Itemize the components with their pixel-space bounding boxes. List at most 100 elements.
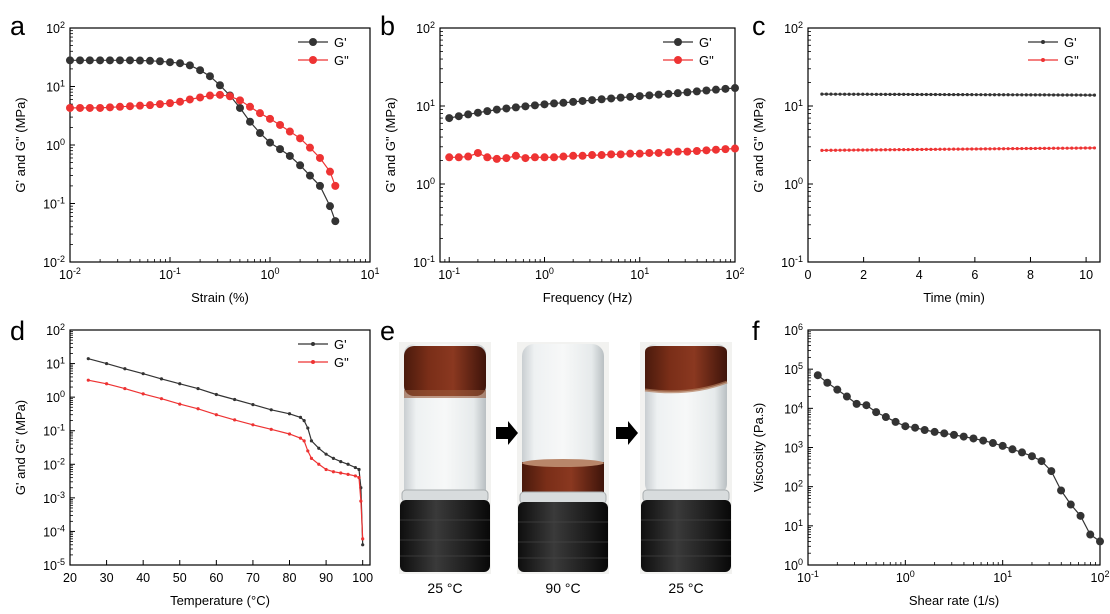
data-point (346, 462, 350, 466)
x-tick-label: 10-2 (59, 266, 81, 282)
x-tick-label: 40 (136, 571, 150, 585)
data-point (1029, 146, 1033, 151)
data-point (125, 102, 134, 111)
legend-marker (674, 56, 682, 64)
data-point (897, 92, 901, 96)
data-point (287, 412, 292, 416)
data-point (298, 436, 303, 440)
data-point (105, 103, 114, 112)
data-point (66, 56, 74, 65)
data-point (861, 92, 865, 96)
data-point (530, 153, 539, 162)
data-point (1056, 146, 1060, 150)
panel-letter-e: e (380, 316, 395, 346)
data-point (1018, 448, 1027, 457)
data-point (1092, 93, 1097, 97)
data-point (654, 90, 663, 99)
data-point (214, 392, 218, 397)
data-point (942, 92, 947, 97)
data-point (306, 426, 310, 430)
data-point (464, 152, 473, 161)
data-point (324, 452, 328, 456)
data-point (353, 465, 357, 470)
data-point (492, 154, 501, 163)
legend-marker (1041, 58, 1045, 62)
data-point (924, 92, 928, 97)
photo-caption-2: 90 °C (545, 580, 580, 596)
data-point (251, 423, 255, 427)
data-point (473, 148, 482, 157)
data-point (305, 143, 314, 152)
data-point (852, 399, 861, 408)
x-tick-label: 70 (246, 571, 260, 585)
data-point (938, 147, 942, 151)
data-point (176, 59, 185, 68)
plot-frame (439, 27, 736, 263)
data-point (196, 93, 205, 102)
x-tick-label: 0 (805, 268, 812, 282)
vial-photo-3 (640, 342, 732, 574)
data-point (883, 92, 888, 96)
data-point (325, 167, 334, 176)
data-point (911, 147, 915, 152)
data-point (1011, 93, 1015, 97)
data-point (285, 127, 294, 136)
data-point (1001, 147, 1006, 151)
x-axis-label: Strain (%) (191, 290, 249, 305)
data-point (185, 95, 194, 104)
data-point (607, 94, 616, 103)
data-point (897, 148, 901, 152)
x-tick-label: 101 (361, 266, 380, 282)
data-point (888, 92, 892, 96)
data-point (1020, 146, 1024, 151)
x-axis-label: Time (min) (923, 290, 985, 305)
y-tick-label: 100 (46, 389, 65, 405)
x-tick-label: 80 (283, 571, 297, 585)
data-point (302, 439, 306, 443)
data-point (255, 109, 264, 118)
data-point (1065, 93, 1069, 97)
data-point (970, 93, 974, 97)
data-point (683, 147, 692, 156)
panel-letter-c: c (752, 11, 766, 41)
data-point (1038, 146, 1042, 151)
data-point (874, 148, 879, 152)
data-point (852, 148, 856, 152)
data-point (992, 93, 997, 97)
data-point (979, 93, 983, 97)
series-g-double-prime (445, 144, 739, 163)
x-tick-label: 101 (993, 569, 1012, 585)
data-point (731, 84, 739, 93)
data-point (847, 148, 851, 152)
data-point (359, 499, 363, 503)
data-point (626, 149, 635, 158)
data-point (215, 90, 224, 99)
data-point (317, 446, 321, 450)
data-point (911, 92, 915, 97)
x-tick-label: 60 (209, 571, 223, 585)
data-point (930, 427, 939, 436)
data-point (997, 147, 1001, 151)
data-point (578, 151, 587, 160)
data-point (1065, 146, 1069, 150)
data-point (1086, 530, 1095, 539)
data-point (692, 146, 701, 155)
data-point (597, 95, 606, 104)
data-point (225, 92, 234, 101)
photo-caption-3: 25 °C (668, 580, 703, 596)
data-point (1015, 93, 1019, 97)
x-tick-label: 4 (916, 268, 923, 282)
data-point (965, 93, 969, 97)
data-point (664, 148, 673, 157)
data-point (906, 147, 910, 152)
data-point (86, 357, 90, 361)
data-point (820, 148, 824, 152)
data-point (492, 105, 501, 114)
x-axis-label: Frequency (Hz) (543, 290, 633, 305)
data-point (86, 378, 90, 382)
data-point (115, 56, 124, 65)
data-point (559, 152, 568, 161)
data-point (105, 56, 114, 65)
chart-frequency-sweep: 10-1 100 101 102 10-1 100 101 102 Frequency (Hz)… (383, 20, 744, 305)
